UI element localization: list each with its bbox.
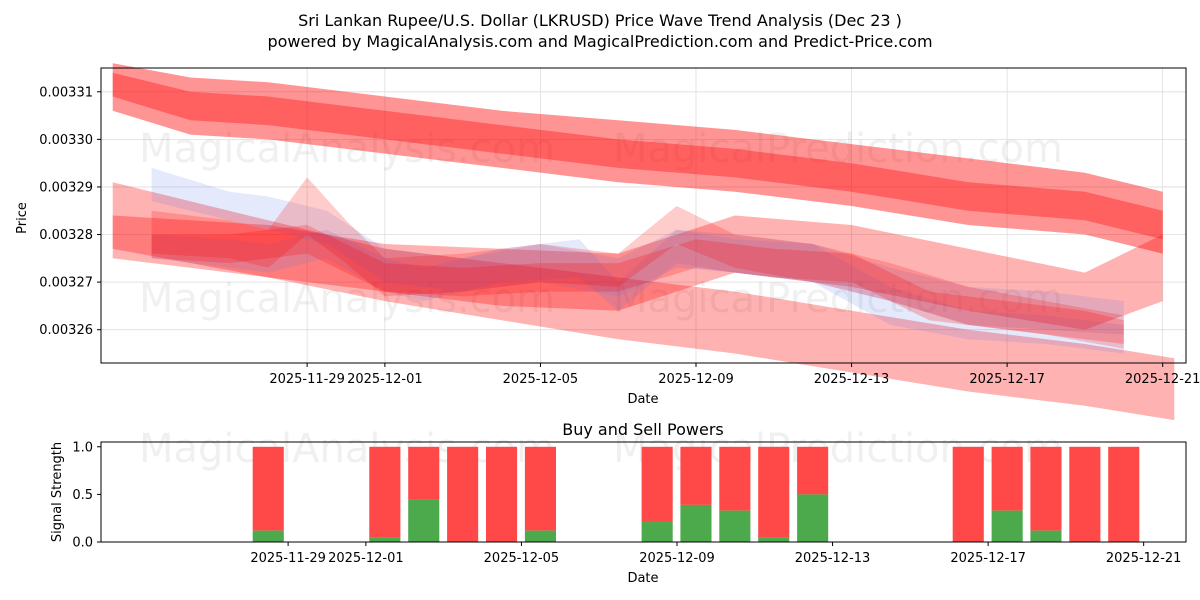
signal-x-tick-label: 2025-11-29 (250, 551, 326, 566)
signal-x-ticks: 2025-11-29 2025-12-01 2025-12-05 2025-12-09… (250, 542, 1181, 566)
price-watermark-right-bottom: MagicalPrediction.com (613, 276, 1063, 322)
price-x-tick-label: 2025-12-13 (814, 372, 890, 387)
price-plot-border (100, 67, 1187, 364)
sell-power-bar (680, 446, 712, 505)
signal-plot-border (100, 441, 1187, 543)
price-band-red-wave-2 (151, 225, 1124, 344)
buy-power-bar (680, 504, 712, 542)
sell-power-bar (369, 446, 401, 538)
buy-power-bar (641, 521, 673, 542)
signal-x-tick-label: 2025-12-13 (795, 551, 871, 566)
buy-power-bar (797, 494, 829, 542)
signal-chart: Buy and Sell Powers MagicalAnalysis.com … (50, 420, 1187, 586)
buy-power-bar (369, 537, 401, 542)
sell-power-bar (952, 446, 984, 542)
price-x-label: Date (627, 392, 658, 407)
signal-x-tick-label: 2025-12-09 (639, 551, 715, 566)
sell-power-bar (991, 446, 1023, 511)
price-x-tick-label: 2025-12-21 (1125, 372, 1200, 387)
signal-y-label: Signal Strength (50, 442, 65, 542)
sell-power-bar (797, 446, 829, 495)
signal-x-tick-label: 2025-12-01 (328, 551, 404, 566)
price-band-red-wave-1 (151, 177, 1124, 349)
sell-power-bar (1030, 446, 1062, 531)
buy-power-bar (991, 510, 1023, 542)
price-y-tick-label: 0.00328 (39, 228, 93, 243)
price-chart: MagicalAnalysis.com MagicalPrediction.co… (15, 63, 1200, 421)
price-watermark-left-top: MagicalAnalysis.com (139, 126, 555, 172)
price-watermark-left-bottom: MagicalAnalysis.com (139, 276, 555, 322)
price-band-wide-lower-band (112, 182, 1175, 421)
price-x-tick-label: 2025-12-09 (658, 372, 734, 387)
price-band-blue-wave-1 (151, 167, 1124, 335)
price-watermarks: MagicalAnalysis.com MagicalPrediction.co… (139, 126, 1063, 322)
signal-y-ticks: 0.0 0.5 1.0 (72, 440, 101, 551)
sell-power-bar (408, 446, 440, 500)
price-plot-frame (101, 68, 1186, 363)
buy-power-bar (758, 537, 790, 542)
sell-power-bar (486, 446, 518, 542)
price-x-tick-label: 2025-12-01 (347, 372, 423, 387)
price-band-upper-wave-core (112, 72, 1163, 240)
figure-title-line-2: powered by MagicalAnalysis.com and Magic… (267, 32, 932, 51)
price-y-tick-label: 0.00329 (39, 180, 93, 195)
signal-x-tick-label: 2025-12-17 (950, 551, 1026, 566)
signal-chart-title: Buy and Sell Powers (562, 420, 724, 439)
price-y-tick-label: 0.00327 (39, 276, 93, 291)
signal-watermark-left: MagicalAnalysis.com (139, 426, 555, 472)
price-watermark-right-top: MagicalPrediction.com (613, 126, 1063, 172)
sell-power-bar (641, 446, 673, 522)
buy-power-bar (252, 530, 284, 542)
price-band-wide-middle-band (112, 215, 1163, 330)
price-y-tick-label: 0.00330 (39, 133, 93, 148)
price-x-tick-label: 2025-12-17 (969, 372, 1045, 387)
price-bands (112, 63, 1175, 421)
sell-power-bar (447, 446, 479, 542)
price-x-ticks: 2025-11-29 2025-12-01 2025-12-05 2025-12-09… (269, 363, 1200, 387)
sell-power-bar (758, 446, 790, 538)
sell-power-bar (252, 446, 284, 531)
figure-title-line-1: Sri Lankan Rupee/U.S. Dollar (LKRUSD) Pr… (298, 11, 902, 30)
price-x-tick-label: 2025-11-29 (269, 372, 345, 387)
buy-power-bar (719, 510, 751, 542)
sell-power-bar (1069, 446, 1101, 542)
signal-bars (252, 446, 1140, 542)
price-x-tick-label: 2025-12-05 (503, 372, 579, 387)
signal-x-label: Date (627, 571, 658, 586)
signal-y-tick-label: 0.5 (72, 488, 93, 503)
sell-power-bar (1108, 446, 1140, 542)
buy-power-bar (524, 530, 556, 542)
signal-y-tick-label: 1.0 (72, 440, 93, 455)
price-y-ticks: 0.00326 0.00327 0.00328 0.00329 0.00330 0.003… (39, 85, 101, 338)
price-y-tick-label: 0.00326 (39, 323, 93, 338)
sell-power-bar (524, 446, 556, 531)
sell-power-bar (719, 446, 751, 511)
signal-x-tick-label: 2025-12-21 (1106, 551, 1182, 566)
price-band-blue-wave-2 (151, 229, 1124, 354)
price-grid (101, 68, 1186, 363)
price-y-label: Price (15, 202, 30, 234)
price-band-upper-wave (112, 63, 1163, 254)
buy-power-bar (408, 499, 440, 542)
signal-x-tick-label: 2025-12-05 (484, 551, 560, 566)
buy-power-bar (1030, 530, 1062, 542)
signal-y-tick-label: 0.0 (72, 536, 93, 551)
price-y-tick-label: 0.00331 (39, 85, 93, 100)
